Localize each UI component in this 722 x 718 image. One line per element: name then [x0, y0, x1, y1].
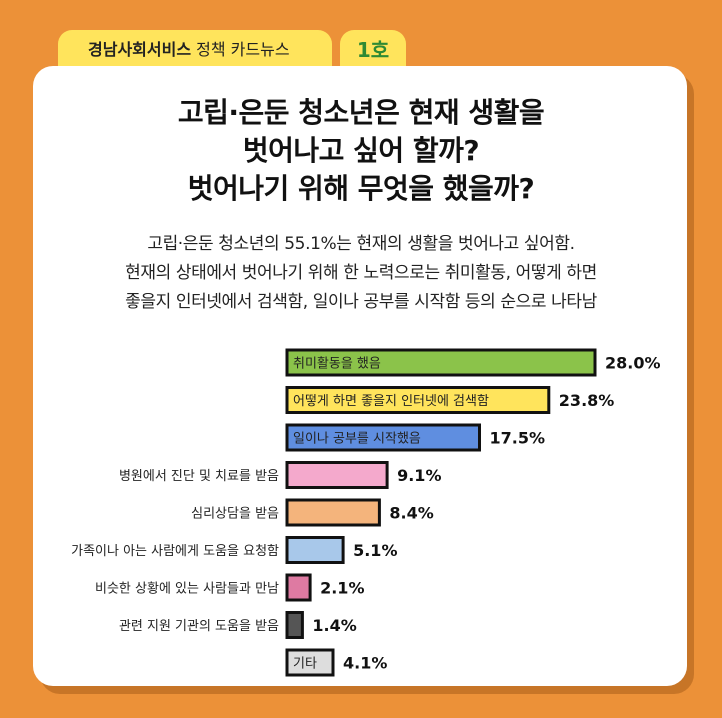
summary-line: 좋을지 인터넷에서 검색함, 일이나 공부를 시작함 등의 순으로 나타남	[125, 292, 597, 312]
value-label: 2.1%	[320, 579, 364, 598]
category-label: 심리상담을 받음	[191, 507, 279, 522]
issue-tab: 1호	[340, 30, 406, 70]
summary-text: 고립·은둔 청소년의 55.1%는 현재의 생활을 벗어나고 싶어함. 현재의 …	[0, 230, 722, 317]
bar	[285, 536, 345, 564]
category-label: 기타	[293, 657, 317, 672]
series-type: 정책 카드뉴스	[196, 40, 290, 59]
title-line: 고립·은둔 청소년은 현재 생활을	[177, 96, 545, 129]
summary-line: 현재의 상태에서 벗어나기 위해 한 노력으로는 취미활동, 어떻게 하면	[125, 263, 597, 283]
value-label: 9.1%	[397, 466, 441, 485]
bar	[285, 648, 335, 677]
title-line: 벗어나고 싶어 할까?	[242, 134, 480, 167]
series-tab: 경남사회서비스 정책 카드뉴스	[58, 30, 332, 70]
bar	[285, 386, 551, 414]
value-label: 23.8%	[559, 391, 615, 410]
value-label: 17.5%	[490, 429, 546, 448]
value-label: 1.4%	[312, 616, 356, 635]
value-label: 4.1%	[343, 654, 387, 673]
category-label: 병원에서 진단 및 치료를 받음	[119, 469, 279, 484]
category-label: 관련 지원 기관의 도움을 받음	[119, 619, 279, 634]
bar	[285, 611, 304, 639]
issue-number: 1호	[356, 38, 390, 62]
summary-line: 고립·은둔 청소년의 55.1%는 현재의 생활을 벗어나고 싶어함.	[147, 234, 575, 254]
series-name: 경남사회서비스	[88, 40, 192, 59]
value-label: 28.0%	[605, 354, 661, 373]
bar	[285, 423, 481, 452]
category-label: 취미활동을 했음	[293, 356, 381, 372]
value-label: 8.4%	[389, 504, 433, 523]
bar	[285, 573, 312, 602]
bar	[285, 498, 381, 527]
category-label: 비슷한 상황에 있는 사람들과 만남	[95, 582, 279, 597]
page-title: 고립·은둔 청소년은 현재 생활을 벗어나고 싶어 할까? 벗어나기 위해 무엇…	[0, 94, 722, 208]
title-line: 벗어나기 위해 무엇을 했을까?	[187, 172, 535, 205]
value-label: 5.1%	[353, 541, 397, 560]
bar	[285, 461, 389, 489]
category-label: 가족이나 아는 사람에게 도움을 요청함	[71, 544, 279, 559]
category-label: 어떻게 하면 좋을지 인터넷에 검색함	[293, 394, 489, 409]
category-label: 일이나 공부를 시작했음	[293, 431, 421, 447]
bar	[285, 348, 597, 377]
